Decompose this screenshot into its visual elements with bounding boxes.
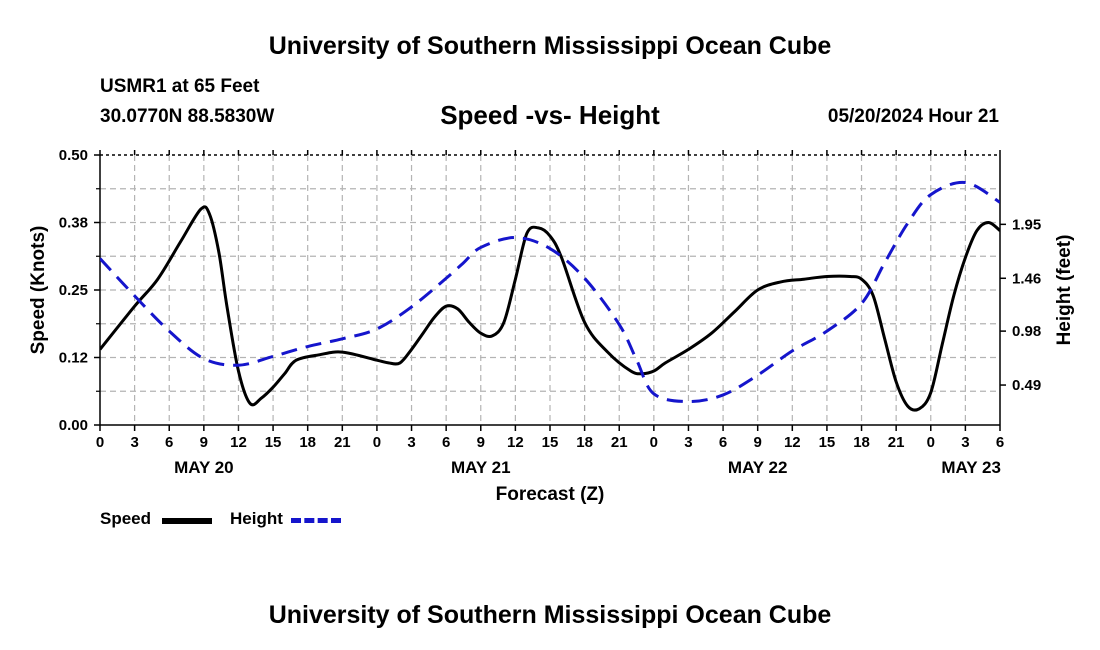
x-tick-label: 9 [200,434,208,451]
x-tick-label: 21 [888,434,905,451]
x-axis-label: Forecast (Z) [496,484,605,505]
height-series-line [100,180,1000,404]
legend-height-swatch [291,518,341,523]
speed-series-line [100,205,1000,412]
y-tick-label: 0.12 [59,350,88,367]
y2-axis-label: Height (feet) [1054,235,1075,346]
footer-title: University of Southern Mississippi Ocean… [268,601,832,629]
x-tick-label: 15 [819,434,836,451]
x-tick-label: 9 [477,434,485,451]
y-tick-label: 0.25 [59,282,88,299]
y-tick-label: 0.00 [59,417,88,434]
x-tick-label: 0 [96,434,104,451]
y-tick-label: 0.38 [59,215,88,232]
y2-tick-label: 0.49 [1012,377,1041,394]
y2-tick-label: 1.46 [1012,270,1041,287]
x-tick-label: 12 [784,434,801,451]
x-tick-label: 3 [407,434,415,451]
x-tick-label: 15 [265,434,282,451]
x-tick-label: 18 [299,434,316,451]
x-tick-label: 12 [507,434,524,451]
day-label: MAY 20 [174,458,234,477]
x-tick-label: 6 [442,434,450,451]
y2-tick-label: 1.95 [1012,216,1041,233]
x-tick-label: 18 [576,434,593,451]
x-tick-label: 0 [650,434,658,451]
day-label: MAY 23 [941,458,1001,477]
x-tick-label: 0 [927,434,935,451]
x-tick-label: 3 [961,434,969,451]
x-tick-label: 18 [853,434,870,451]
day-label: MAY 21 [451,458,511,477]
x-tick-label: 12 [230,434,247,451]
chart-subtitle: Speed -vs- Height [440,100,660,130]
y-tick-label: 0.50 [59,147,88,164]
day-label: MAY 22 [728,458,788,477]
forecast-datetime: 05/20/2024 Hour 21 [827,106,999,127]
y2-tick-label: 0.98 [1012,323,1041,340]
x-tick-label: 3 [130,434,138,451]
legend-speed-swatch [162,518,212,524]
x-tick-label: 9 [754,434,762,451]
x-tick-label: 21 [334,434,351,451]
legend-height-label: Height [230,509,283,528]
page-title: University of Southern Mississippi Ocean… [268,32,832,60]
x-tick-label: 15 [542,434,559,451]
x-tick-label: 6 [719,434,727,451]
x-tick-label: 21 [611,434,628,451]
x-tick-label: 6 [996,434,1004,451]
x-tick-label: 3 [684,434,692,451]
x-tick-label: 0 [373,434,381,451]
legend-speed-label: Speed [100,509,152,528]
x-tick-label: 6 [165,434,173,451]
station-name: USMR1 at 65 Feet [100,76,260,97]
station-coordinates: 30.0770N 88.5830W [100,106,275,127]
y-axis-label: Speed (Knots) [28,226,49,355]
